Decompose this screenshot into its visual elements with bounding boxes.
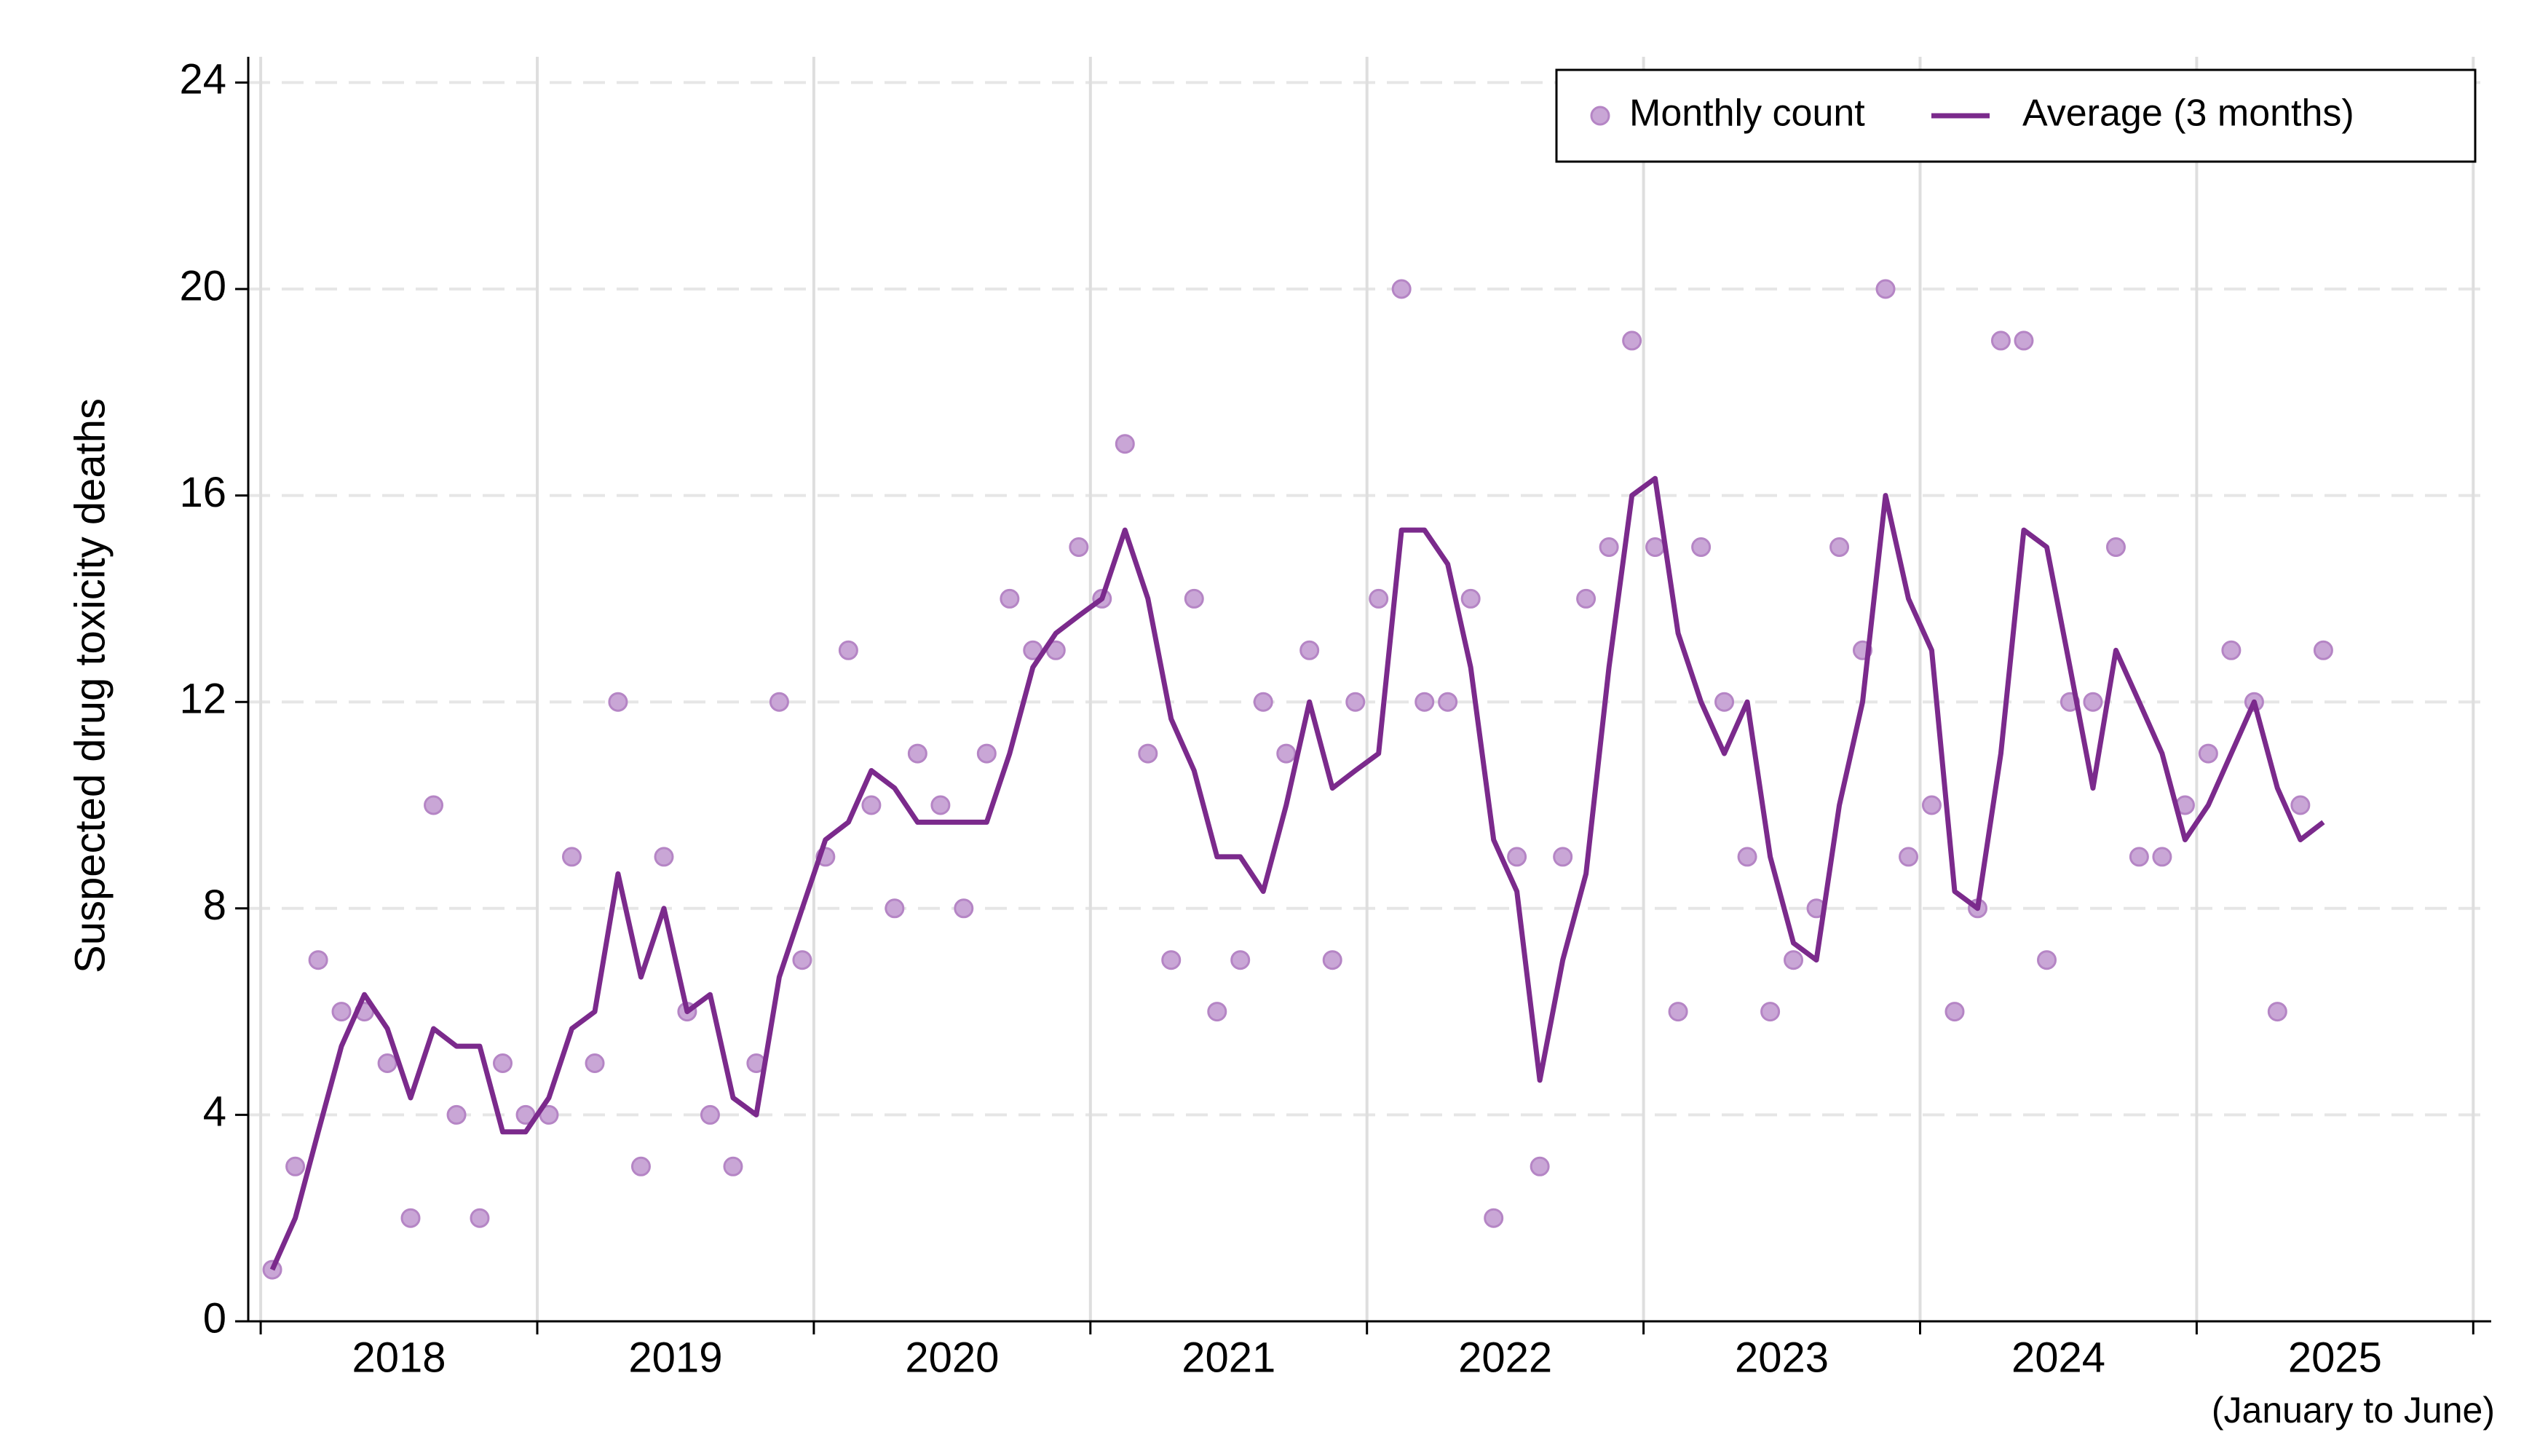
count-point	[446, 1104, 467, 1125]
count-point	[2313, 640, 2333, 660]
count-point	[1944, 1002, 1965, 1022]
count-point	[838, 640, 858, 660]
x-tick-label: 2020	[905, 1334, 999, 1381]
y-tick-label: 4	[203, 1088, 226, 1136]
count-point	[907, 743, 927, 764]
count-point	[1990, 331, 2011, 351]
count-point	[2221, 640, 2242, 660]
count-point	[1691, 537, 1712, 557]
count-point	[1276, 743, 1297, 764]
y-tick-label: 16	[179, 469, 226, 516]
count-point	[2036, 950, 2057, 970]
count-point	[470, 1208, 490, 1228]
count-point	[1484, 1208, 1504, 1228]
count-point	[930, 795, 951, 815]
count-point	[1507, 847, 1527, 867]
count-point	[1299, 640, 1320, 660]
count-point	[1760, 1002, 1781, 1022]
count-point	[1875, 279, 1896, 299]
count-point	[2152, 847, 2172, 867]
count-point	[493, 1053, 513, 1073]
count-point	[1138, 743, 1158, 764]
count-point	[2083, 692, 2103, 712]
count-point	[1829, 537, 1850, 557]
count-point	[1415, 692, 1435, 712]
count-point	[630, 1156, 651, 1176]
count-point	[1207, 1002, 1227, 1022]
count-point	[1161, 950, 1182, 970]
count-point	[285, 1156, 306, 1176]
count-point	[1369, 588, 1389, 609]
count-point	[1737, 847, 1757, 867]
x-tick-label: 2025	[2288, 1334, 2382, 1381]
count-point	[2105, 537, 2126, 557]
x-axis-note: (January to June)	[2212, 1390, 2495, 1431]
y-tick-label: 20	[179, 262, 226, 309]
x-tick-label: 2022	[1458, 1334, 1552, 1381]
count-point	[1460, 588, 1481, 609]
count-point	[2014, 331, 2034, 351]
legend-box	[1555, 68, 2477, 163]
x-tick-label: 2021	[1182, 1334, 1275, 1381]
count-point	[377, 1053, 397, 1073]
count-point	[1599, 537, 1619, 557]
count-point	[2129, 847, 2149, 867]
count-point	[885, 898, 905, 919]
count-point	[954, 898, 974, 919]
count-point	[700, 1104, 720, 1125]
count-point	[2267, 1002, 2287, 1022]
count-point	[1345, 692, 1366, 712]
count-point	[1668, 1002, 1688, 1022]
count-point	[1069, 537, 1089, 557]
y-axis-label: Suspected drug toxicity deaths	[66, 398, 114, 973]
count-point	[585, 1053, 605, 1073]
y-tick-label: 24	[179, 56, 226, 103]
legend-label: Monthly count	[1629, 92, 1865, 135]
count-point	[1921, 795, 1942, 815]
y-tick-label: 0	[203, 1294, 226, 1342]
average-line	[269, 475, 2325, 1271]
count-point	[1645, 537, 1666, 557]
x-tick-label: 2024	[2011, 1334, 2105, 1381]
count-point	[1530, 1156, 1550, 1176]
y-tick-label: 12	[179, 676, 226, 723]
count-point	[424, 795, 444, 815]
x-tick-label: 2018	[352, 1334, 446, 1381]
count-point	[561, 847, 582, 867]
count-point	[1253, 692, 1273, 712]
count-point	[1230, 950, 1251, 970]
count-point	[723, 1156, 743, 1176]
count-point	[1391, 279, 1412, 299]
count-point	[769, 692, 789, 712]
count-point	[976, 743, 997, 764]
count-point	[1438, 692, 1458, 712]
x-tick-label: 2019	[628, 1334, 722, 1381]
legend-label: Average (3 months)	[2022, 92, 2354, 135]
count-point	[1115, 434, 1135, 454]
count-point	[1784, 950, 1804, 970]
legend-swatch	[1590, 106, 1610, 126]
count-point	[1184, 588, 1204, 609]
count-point	[308, 950, 328, 970]
count-point	[1000, 588, 1020, 609]
count-point	[1899, 847, 1919, 867]
count-point	[654, 847, 674, 867]
count-point	[1322, 950, 1342, 970]
count-point	[331, 1002, 352, 1022]
count-point	[861, 795, 882, 815]
count-point	[2290, 795, 2311, 815]
count-point	[792, 950, 812, 970]
x-tick-label: 2023	[1735, 1334, 1829, 1381]
y-tick-label: 8	[203, 882, 226, 929]
count-point	[608, 692, 628, 712]
count-point	[1622, 331, 1642, 351]
count-point	[1714, 692, 1735, 712]
count-point	[400, 1208, 421, 1228]
count-point	[1576, 588, 1597, 609]
count-point	[2198, 743, 2218, 764]
count-point	[1553, 847, 1573, 867]
